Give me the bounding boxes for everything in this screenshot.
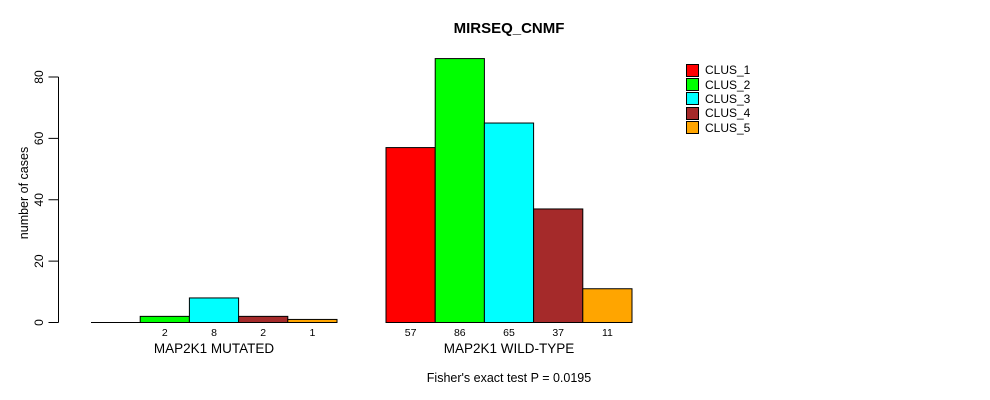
bar-clus_2 — [139, 315, 190, 323]
y-axis-tick-label: 20 — [32, 254, 46, 268]
legend-item-clus-4: CLUS_4 — [686, 106, 750, 120]
legend-swatch-clus-3 — [686, 92, 699, 106]
bar-clus_5 — [582, 288, 633, 323]
legend-swatch-clus-1 — [686, 63, 699, 77]
legend-item-clus-2: CLUS_2 — [686, 77, 751, 92]
y-axis-tick-label: 40 — [32, 193, 46, 207]
y-axis-tick-label: 80 — [32, 70, 46, 84]
y-axis-tick-label: 0 — [32, 319, 46, 326]
bar-clus_1 — [385, 147, 436, 323]
bar-clus_2 — [434, 58, 485, 324]
bar-value-label: 2 — [162, 327, 168, 339]
legend-label-clus-1: CLUS_1 — [705, 63, 751, 78]
bar-value-label: 86 — [454, 327, 466, 339]
bar-value-label: 8 — [211, 327, 217, 339]
legend-swatch-clus-4 — [686, 106, 699, 120]
bar-clus_3 — [188, 297, 240, 324]
legend-item-clus-3: CLUS_3 — [686, 92, 750, 106]
bar-value-label: 37 — [552, 327, 564, 339]
bar-value-label: 57 — [405, 327, 417, 339]
bar-clus_5 — [287, 318, 338, 323]
legend-swatch-clus-2 — [686, 78, 699, 92]
legend-label-clus-4: CLUS_4 — [705, 106, 751, 121]
legend-item-clus-5: CLUS_5 — [686, 121, 750, 135]
bar-value-label: 1 — [309, 327, 315, 339]
bar-clus_4 — [238, 315, 289, 323]
x-group-label-mutated: MAP2K1 MUTATED — [153, 341, 275, 356]
bar-clus_3 — [483, 122, 535, 323]
bar-value-label: 11 — [602, 327, 613, 339]
legend-label-clus-2: CLUS_2 — [705, 77, 751, 92]
y-axis-tick-label: 60 — [32, 131, 46, 145]
legend-label-clus-3: CLUS_3 — [705, 91, 751, 106]
bar-value-label: 65 — [503, 327, 515, 339]
x-group-label-wild-type: MAP2K1 WILD-TYPE — [443, 341, 575, 356]
chart-title: MIRSEQ_CNMF — [453, 20, 565, 37]
y-axis-title: number of cases — [17, 146, 31, 240]
bar-clus_4 — [533, 208, 584, 323]
legend-swatch-clus-5 — [686, 121, 699, 135]
fisher-test-annotation: Fisher's exact test P = 0.0195 — [426, 371, 592, 385]
bar-value-label: 2 — [260, 327, 266, 339]
legend-label-clus-5: CLUS_5 — [705, 120, 751, 135]
legend: CLUS_1 CLUS_2 CLUS_3 CLUS_4 CLUS_5 — [686, 63, 750, 135]
legend-item-clus-1: CLUS_1 — [686, 63, 750, 77]
